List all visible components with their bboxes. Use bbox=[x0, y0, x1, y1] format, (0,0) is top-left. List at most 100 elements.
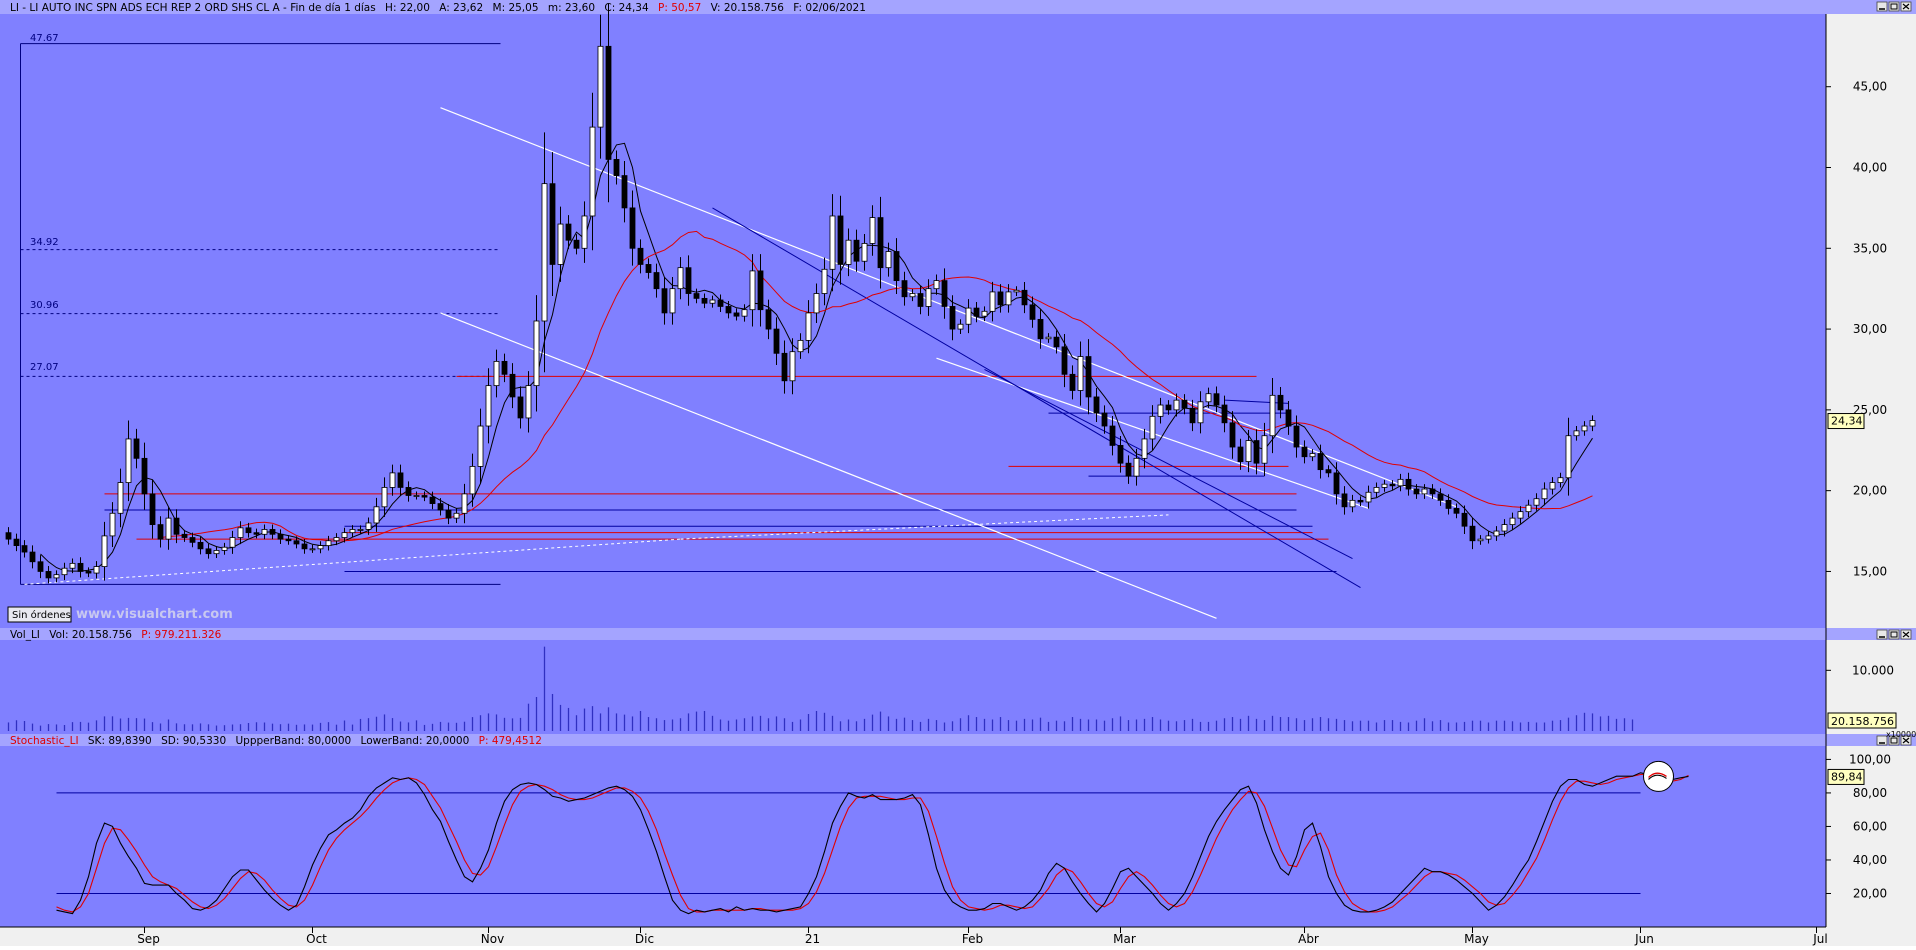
time-tick-label: 21 bbox=[805, 932, 820, 946]
candle-body bbox=[653, 272, 660, 290]
candle-body bbox=[365, 522, 372, 530]
header-min: m: 23,60 bbox=[548, 2, 595, 14]
restore-icon[interactable] bbox=[1888, 629, 1900, 640]
candle-body bbox=[1181, 399, 1188, 409]
candle-body bbox=[957, 323, 964, 330]
candle bbox=[853, 229, 860, 272]
volume-header-text: Vol_LI Vol: 20.158.756 P: 979.211.326 bbox=[10, 629, 222, 641]
candle-body bbox=[1461, 512, 1468, 527]
candle-body bbox=[1053, 336, 1060, 348]
candle bbox=[549, 152, 556, 296]
close-icon[interactable] bbox=[1900, 1, 1912, 12]
price-panel-header bbox=[0, 0, 1916, 14]
candle-body bbox=[421, 495, 428, 498]
stochastic-panel[interactable] bbox=[0, 746, 1826, 927]
candle-body bbox=[453, 512, 460, 519]
fib-level-label: 27.07 bbox=[30, 362, 59, 373]
candle bbox=[301, 539, 308, 554]
candle bbox=[973, 302, 980, 323]
fib-level-label: 30.96 bbox=[30, 300, 59, 311]
stochastic-axis: 20,00 40,00 60,00 80,00 100,00 bbox=[1826, 752, 1891, 900]
candle-body bbox=[429, 496, 436, 504]
candle-body bbox=[1189, 407, 1196, 424]
candle-body bbox=[53, 574, 60, 579]
candle-body bbox=[1245, 440, 1252, 462]
candle bbox=[1165, 400, 1172, 415]
candle bbox=[781, 340, 788, 394]
candle-body bbox=[1381, 483, 1388, 488]
candle bbox=[1005, 284, 1012, 313]
candle bbox=[485, 368, 492, 444]
candle bbox=[1541, 482, 1548, 506]
candle bbox=[1141, 428, 1148, 469]
candle bbox=[1229, 411, 1236, 459]
close-icon[interactable] bbox=[1900, 629, 1912, 640]
symbol-description: LI - LI AUTO INC SPN ADS ECH REP 2 ORD S… bbox=[10, 2, 376, 14]
candle bbox=[965, 299, 972, 334]
candle bbox=[1205, 387, 1212, 408]
candle-body bbox=[1509, 517, 1516, 525]
volume-panel[interactable] bbox=[0, 640, 1826, 734]
candle bbox=[717, 294, 724, 312]
header-volume: V: 20.158.756 bbox=[711, 2, 785, 14]
candle-body bbox=[133, 438, 140, 459]
candle-body bbox=[125, 438, 132, 483]
candle bbox=[533, 295, 540, 412]
header-open: A: 23,62 bbox=[439, 2, 483, 14]
candle bbox=[445, 503, 452, 525]
volume-value: Vol: 20.158.756 bbox=[49, 629, 132, 641]
header-date: F: 02/06/2021 bbox=[793, 2, 866, 14]
price-tick-label: 40,00 bbox=[1853, 161, 1887, 175]
channel-upper-line bbox=[440, 107, 1457, 508]
candle bbox=[493, 349, 500, 398]
candle bbox=[1029, 296, 1036, 328]
minimize-icon[interactable] bbox=[1876, 735, 1888, 746]
orders-badge[interactable]: Sin órdenes bbox=[7, 606, 72, 623]
candle-body bbox=[781, 352, 788, 382]
candle-body bbox=[445, 509, 452, 519]
candle bbox=[1277, 387, 1284, 419]
candle-body bbox=[277, 533, 284, 540]
candle-body bbox=[93, 566, 100, 574]
candle-body bbox=[709, 299, 716, 304]
candle-body bbox=[589, 126, 596, 217]
stochastic-lower-band: LowerBand: 20,0000 bbox=[361, 735, 470, 747]
price-panel[interactable] bbox=[0, 14, 1826, 628]
candle-body bbox=[501, 360, 508, 375]
minimize-icon[interactable] bbox=[1876, 1, 1888, 12]
candle bbox=[1333, 462, 1340, 505]
restore-icon[interactable] bbox=[1888, 1, 1900, 12]
candle-body bbox=[309, 548, 316, 551]
price-header-text: LI - LI AUTO INC SPN ADS ECH REP 2 ORD S… bbox=[10, 2, 866, 14]
candle-body bbox=[1093, 396, 1100, 414]
candle bbox=[453, 508, 460, 524]
candle-body bbox=[373, 506, 380, 524]
last-volume-tag: 20.158.756 bbox=[1827, 712, 1897, 729]
candle bbox=[1437, 488, 1444, 506]
candle bbox=[1213, 386, 1220, 413]
close-icon[interactable] bbox=[1900, 735, 1912, 746]
candlestick-series bbox=[5, 3, 1596, 584]
stochastic-indicator-name: Stochastic_LI bbox=[10, 735, 79, 747]
candle-body bbox=[885, 251, 892, 269]
minimize-icon[interactable] bbox=[1876, 629, 1888, 640]
candle bbox=[1381, 479, 1388, 492]
candle bbox=[133, 428, 140, 469]
candle-body bbox=[1589, 420, 1596, 427]
time-tick-label: Dic bbox=[635, 932, 654, 946]
candle bbox=[117, 468, 124, 528]
candle-body bbox=[749, 270, 756, 311]
candle bbox=[461, 483, 468, 524]
candle bbox=[869, 205, 876, 256]
candle bbox=[885, 242, 892, 277]
stochastic-p: P: 479,4512 bbox=[479, 735, 542, 747]
candle-body bbox=[773, 328, 780, 354]
candle-body bbox=[485, 385, 492, 427]
candle bbox=[901, 271, 908, 306]
candle-body bbox=[1213, 393, 1220, 406]
restore-icon[interactable] bbox=[1888, 735, 1900, 746]
candle-body bbox=[1365, 491, 1372, 503]
stochastic-sd: SD: 90,5330 bbox=[161, 735, 226, 747]
candle bbox=[1013, 286, 1020, 296]
candle bbox=[1077, 341, 1084, 406]
